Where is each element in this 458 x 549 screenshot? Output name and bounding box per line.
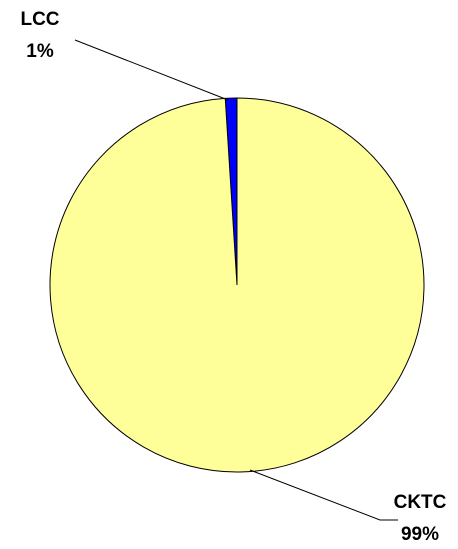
slice-label: LCC <box>20 9 59 30</box>
slice-value-label: 99% <box>401 524 439 545</box>
slice-label: CKTC <box>394 492 447 513</box>
leader-line <box>249 469 398 521</box>
leader-line <box>74 39 229 101</box>
pie-slice <box>49 97 425 473</box>
slice-value-label: 1% <box>26 41 54 62</box>
